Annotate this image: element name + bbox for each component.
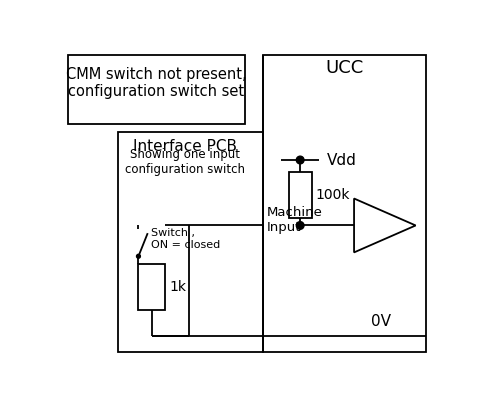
Text: Interface PCB: Interface PCB	[133, 139, 237, 154]
Text: Switch ,
ON = closed: Switch , ON = closed	[151, 228, 220, 250]
Text: 1k: 1k	[169, 280, 186, 294]
Text: Showing one input
configuration switch: Showing one input configuration switch	[125, 148, 245, 177]
Text: UCC: UCC	[326, 58, 364, 77]
Text: 100k: 100k	[316, 188, 350, 202]
Polygon shape	[138, 264, 165, 310]
Text: Machine
Input: Machine Input	[266, 206, 322, 234]
Circle shape	[296, 222, 304, 229]
Text: CMM switch not present,
configuration switch set: CMM switch not present, configuration sw…	[66, 67, 246, 99]
Text: 0V: 0V	[371, 314, 391, 329]
Circle shape	[296, 156, 304, 164]
Polygon shape	[263, 54, 427, 352]
Polygon shape	[67, 54, 245, 124]
Polygon shape	[354, 199, 415, 252]
Text: Vdd: Vdd	[327, 152, 357, 168]
Polygon shape	[289, 172, 312, 218]
Polygon shape	[118, 131, 263, 352]
Circle shape	[136, 254, 140, 258]
